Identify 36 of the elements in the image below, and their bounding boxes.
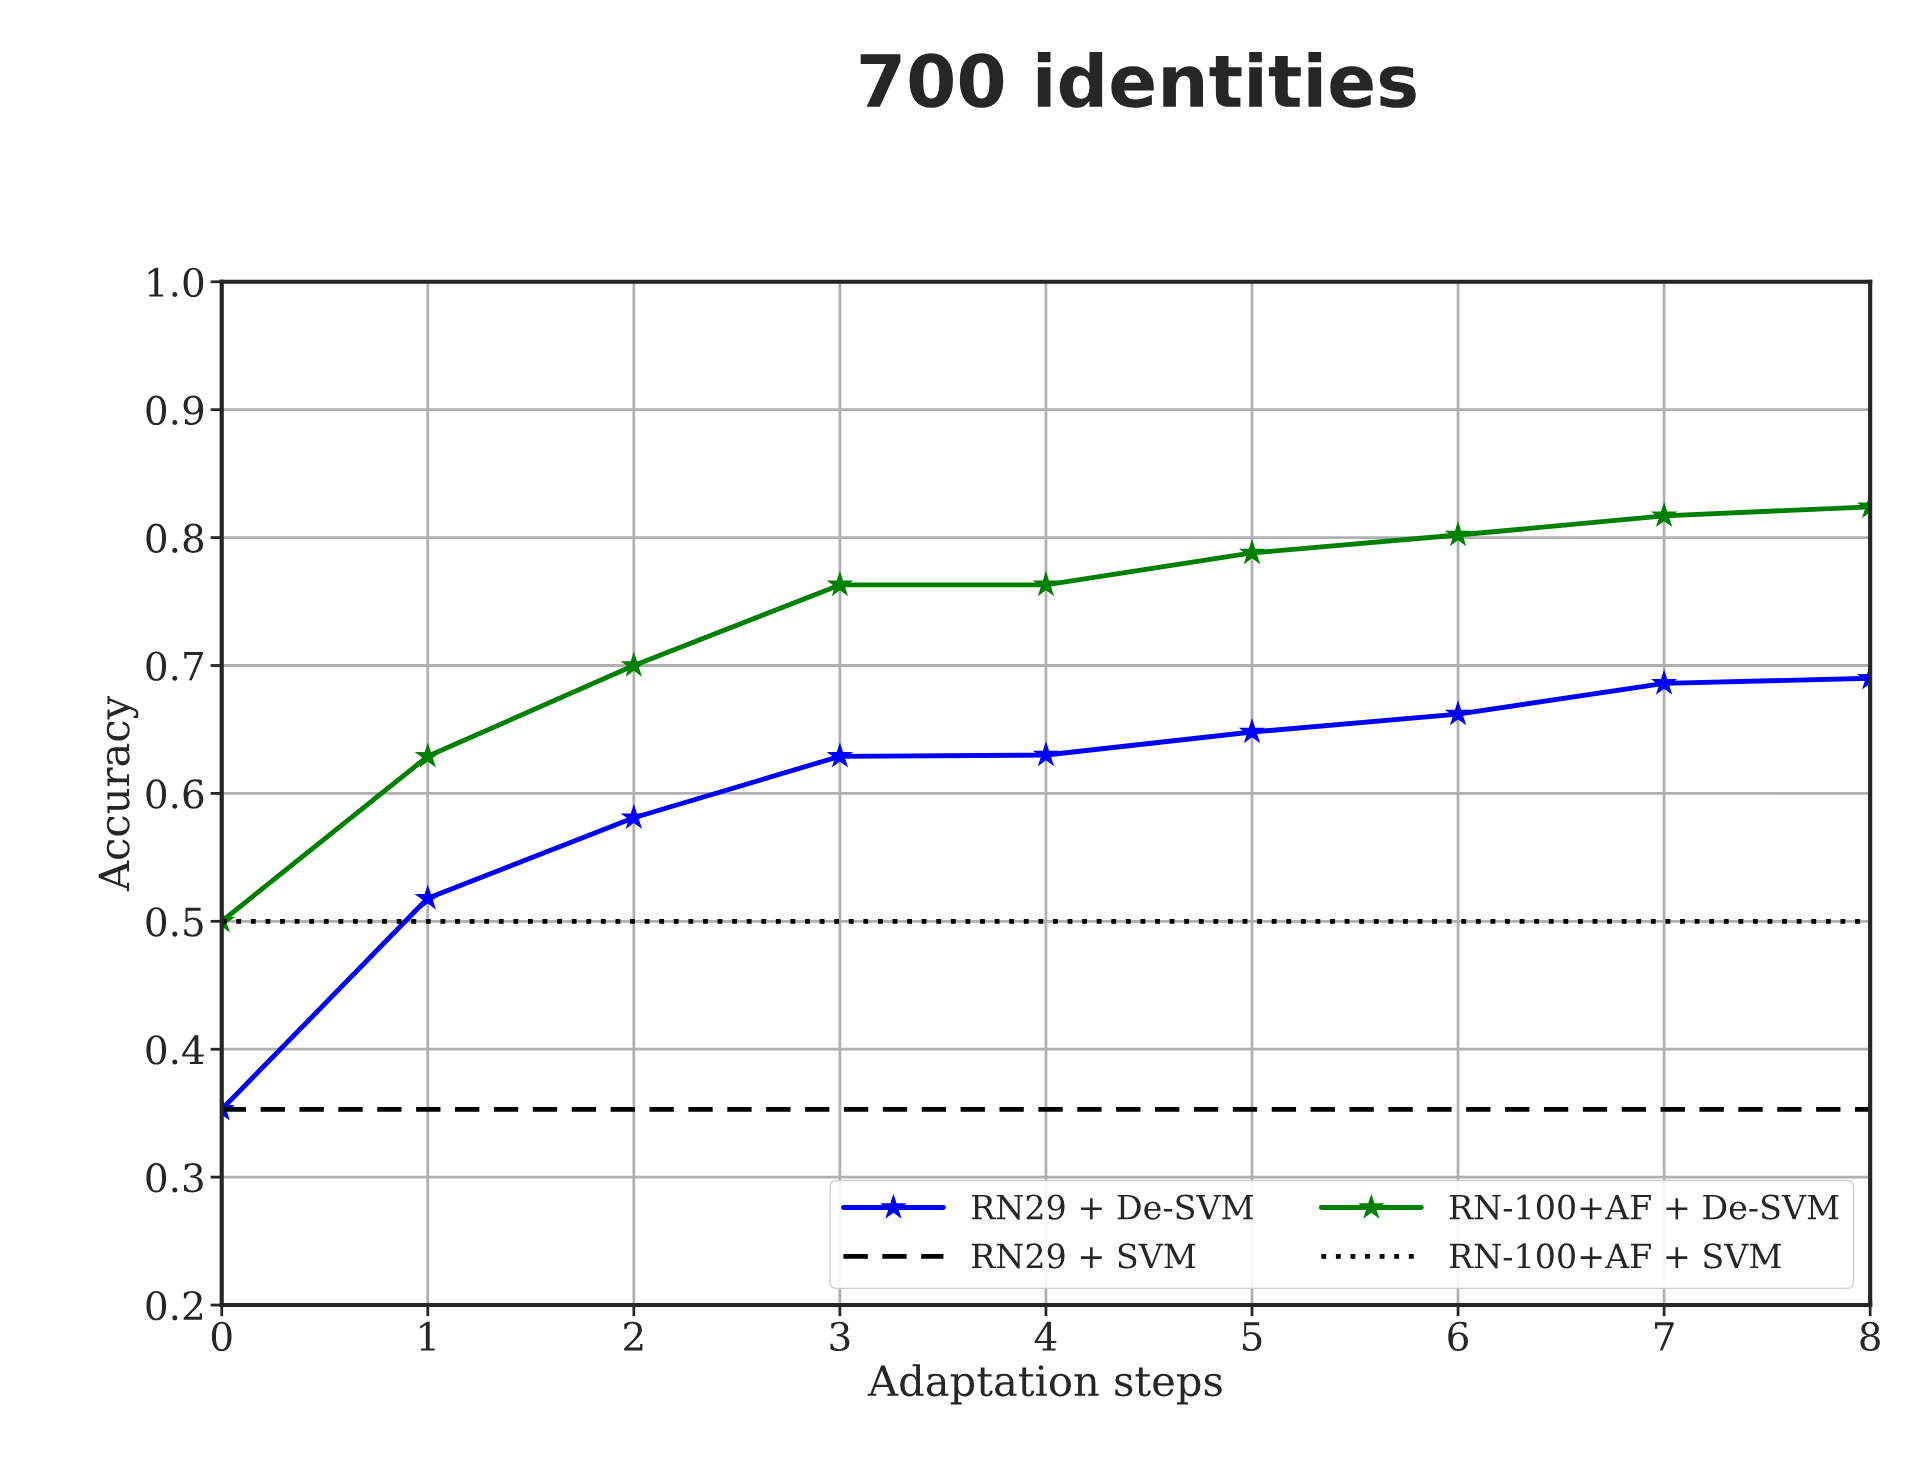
chart-title: 700 identities <box>860 51 1416 108</box>
x-tick-label: 5 <box>1242 1322 1262 1352</box>
point <box>414 742 441 768</box>
legend-label: RN-100+AF + De-SVM <box>1449 1194 1839 1220</box>
y-tick-label: 0.8 <box>146 523 204 553</box>
legend-label: RN29 + SVM <box>971 1243 1196 1269</box>
legend-label: RN-100+AF + SVM <box>1449 1243 1781 1269</box>
x-tick-label: 2 <box>624 1321 643 1351</box>
point <box>1650 501 1678 528</box>
y-tick-label: 0.7 <box>146 651 203 681</box>
point <box>1238 718 1266 744</box>
y-tick-label: 0.2 <box>146 1290 202 1321</box>
y-tick-label: 1.0 <box>148 267 204 298</box>
y-axis-title: Accuracy <box>98 695 139 892</box>
x-tick-label: 3 <box>830 1321 850 1352</box>
x-tick-label: 4 <box>1034 1321 1057 1351</box>
y-tick-label: 0.4 <box>146 1035 204 1065</box>
x-axis-title: Adaptation steps <box>867 1364 1222 1405</box>
point <box>1444 521 1472 547</box>
y-tick-label: 0.3 <box>146 1163 203 1193</box>
point <box>1032 741 1060 767</box>
point <box>1650 669 1678 695</box>
point <box>826 742 854 768</box>
point <box>1032 571 1060 597</box>
x-tick-label: 7 <box>1655 1322 1674 1351</box>
y-tick-label: 0.9 <box>146 395 204 426</box>
x-tick-label: 0 <box>211 1321 232 1352</box>
point <box>1238 539 1266 565</box>
legend-label: RN29 + De-SVM <box>971 1194 1253 1220</box>
y-tick-label: 0.6 <box>146 779 204 809</box>
point <box>1444 700 1472 726</box>
x-tick-label: 1 <box>420 1321 435 1351</box>
x-tick-label: 8 <box>1860 1321 1880 1352</box>
y-tick-label: 0.5 <box>146 907 203 937</box>
x-tick-label: 6 <box>1448 1321 1468 1352</box>
point <box>826 571 854 597</box>
